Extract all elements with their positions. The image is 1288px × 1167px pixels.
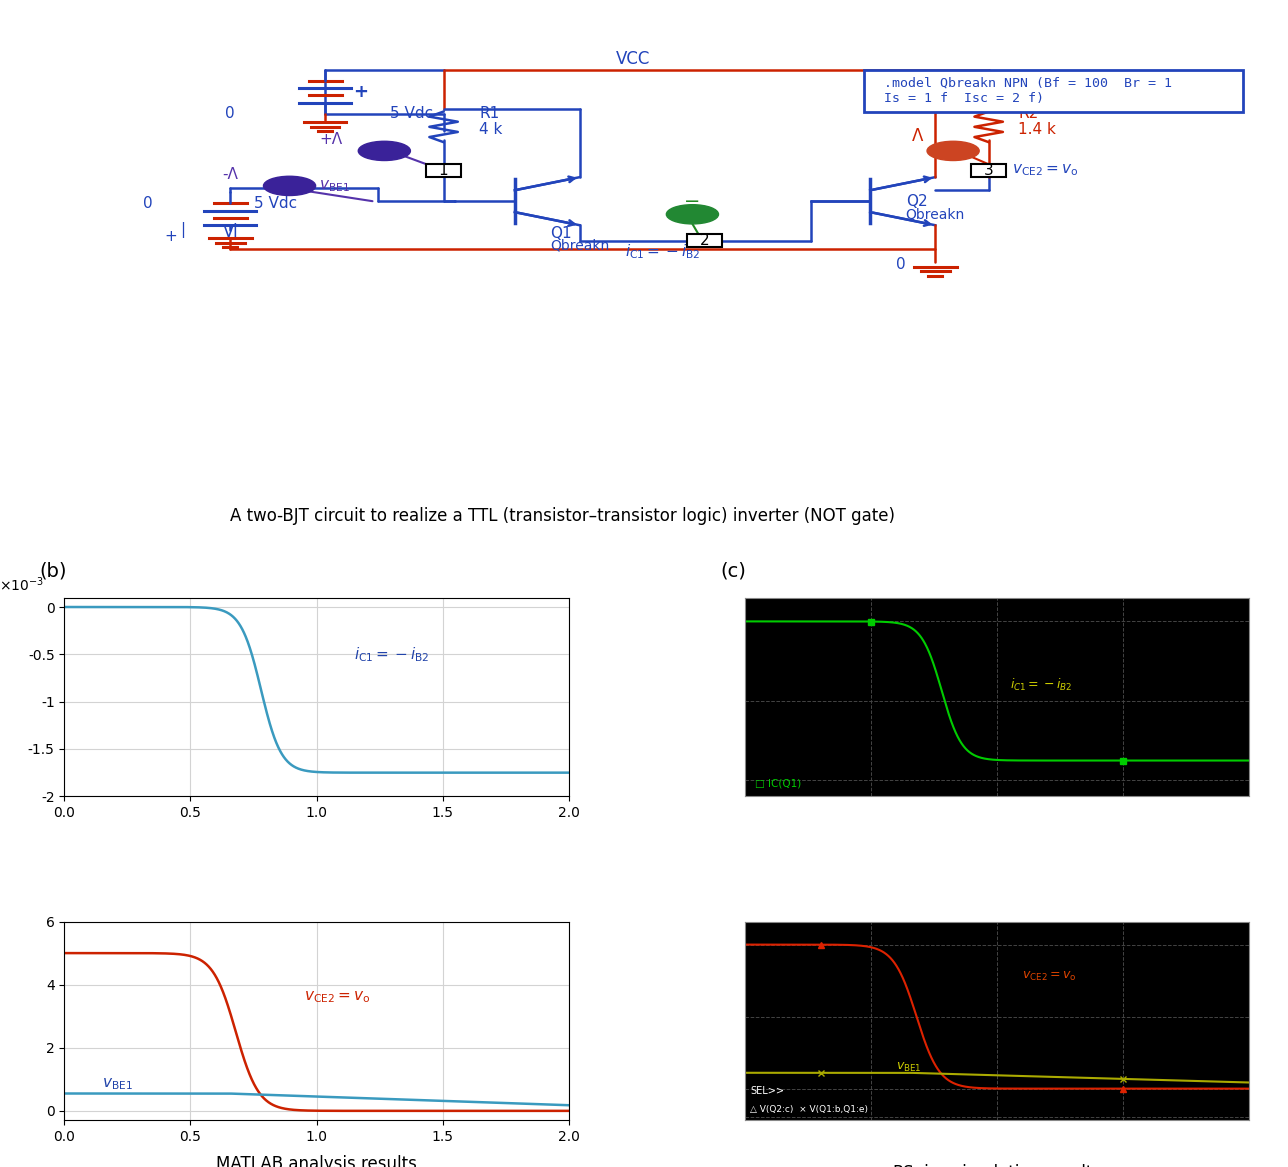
Text: VCC: VCC [616, 50, 650, 68]
Text: +: + [353, 83, 368, 100]
Text: $i_{\rm C1}=-i_{\rm B2}$: $i_{\rm C1}=-i_{\rm B2}$ [354, 645, 430, 664]
Text: R1: R1 [479, 106, 500, 121]
Text: $v_{\rm BE1}$: $v_{\rm BE1}$ [102, 1076, 133, 1092]
X-axis label: V_Vi: V_Vi [985, 1146, 1009, 1156]
Text: 0: 0 [143, 196, 152, 211]
Text: $v_{\rm CE2}=v_{\rm o}$: $v_{\rm CE2}=v_{\rm o}$ [1023, 970, 1077, 984]
Text: Qbreakn: Qbreakn [550, 238, 609, 252]
Text: 2: 2 [699, 233, 710, 249]
Text: $i_{\rm C1}=-i_{\rm B2}$: $i_{\rm C1}=-i_{\rm B2}$ [625, 242, 701, 260]
Circle shape [927, 141, 979, 161]
Text: 4 k: 4 k [479, 121, 502, 137]
Bar [687, 233, 723, 247]
Circle shape [666, 204, 719, 224]
Text: SEL>>: SEL>> [750, 1086, 784, 1097]
Text: Vi: Vi [223, 223, 238, 240]
Text: (b): (b) [39, 561, 67, 581]
Text: Q1: Q1 [550, 226, 572, 242]
Text: R2: R2 [1019, 106, 1038, 121]
Text: Is = 1 f  Isc = 2 f): Is = 1 f Isc = 2 f) [885, 92, 1045, 105]
Text: 3: 3 [984, 163, 993, 179]
Text: .model Qbreakn NPN (Bf = 100  Br = 1: .model Qbreakn NPN (Bf = 100 Br = 1 [885, 77, 1172, 90]
Circle shape [358, 141, 411, 161]
Text: $v_{\rm CE2}=v_{\rm o}$: $v_{\rm CE2}=v_{\rm o}$ [304, 990, 370, 1005]
X-axis label: MATLAB analysis results: MATLAB analysis results [216, 1155, 417, 1167]
Text: 1: 1 [439, 163, 448, 179]
Text: 5 Vdc: 5 Vdc [390, 106, 433, 121]
Text: -Λ: -Λ [223, 167, 238, 182]
Text: △ V(Q2:c)  × V(Q1:b,Q1:e): △ V(Q2:c) × V(Q1:b,Q1:e) [750, 1105, 868, 1114]
Text: 0: 0 [896, 257, 905, 272]
Text: Q2: Q2 [905, 194, 927, 209]
Text: □ IC(Q1): □ IC(Q1) [755, 778, 801, 789]
Text: 1.4 k: 1.4 k [1019, 121, 1056, 137]
Text: $\times 10^{-3}$: $\times 10^{-3}$ [0, 575, 44, 594]
Text: 5 Vdc: 5 Vdc [254, 196, 298, 211]
Text: $v_{\rm CE2}=v_{\rm o}$: $v_{\rm CE2}=v_{\rm o}$ [1012, 162, 1078, 179]
Text: $v_{\rm BE1}$: $v_{\rm BE1}$ [896, 1061, 922, 1074]
Text: +Λ: +Λ [319, 133, 343, 147]
Text: |: | [180, 222, 185, 238]
FancyBboxPatch shape [864, 70, 1243, 112]
Text: +: + [165, 229, 178, 244]
Text: (c): (c) [720, 561, 746, 581]
Text: $i_{C1}=-i_{B2}$: $i_{C1}=-i_{B2}$ [1010, 677, 1072, 693]
Bar [426, 165, 461, 177]
Text: −: − [684, 191, 701, 211]
Text: PSpice simulation results: PSpice simulation results [893, 1163, 1101, 1167]
Text: A two-BJT circuit to realize a TTL (transistor–transistor logic) inverter (NOT g: A two-BJT circuit to realize a TTL (tran… [229, 508, 895, 525]
Text: Λ: Λ [912, 126, 923, 145]
Bar [971, 165, 1006, 177]
Text: 0: 0 [225, 106, 236, 121]
Text: Qbreakn: Qbreakn [905, 208, 965, 222]
Text: $v_{\rm BE1}$: $v_{\rm BE1}$ [319, 179, 350, 194]
Circle shape [264, 176, 316, 196]
